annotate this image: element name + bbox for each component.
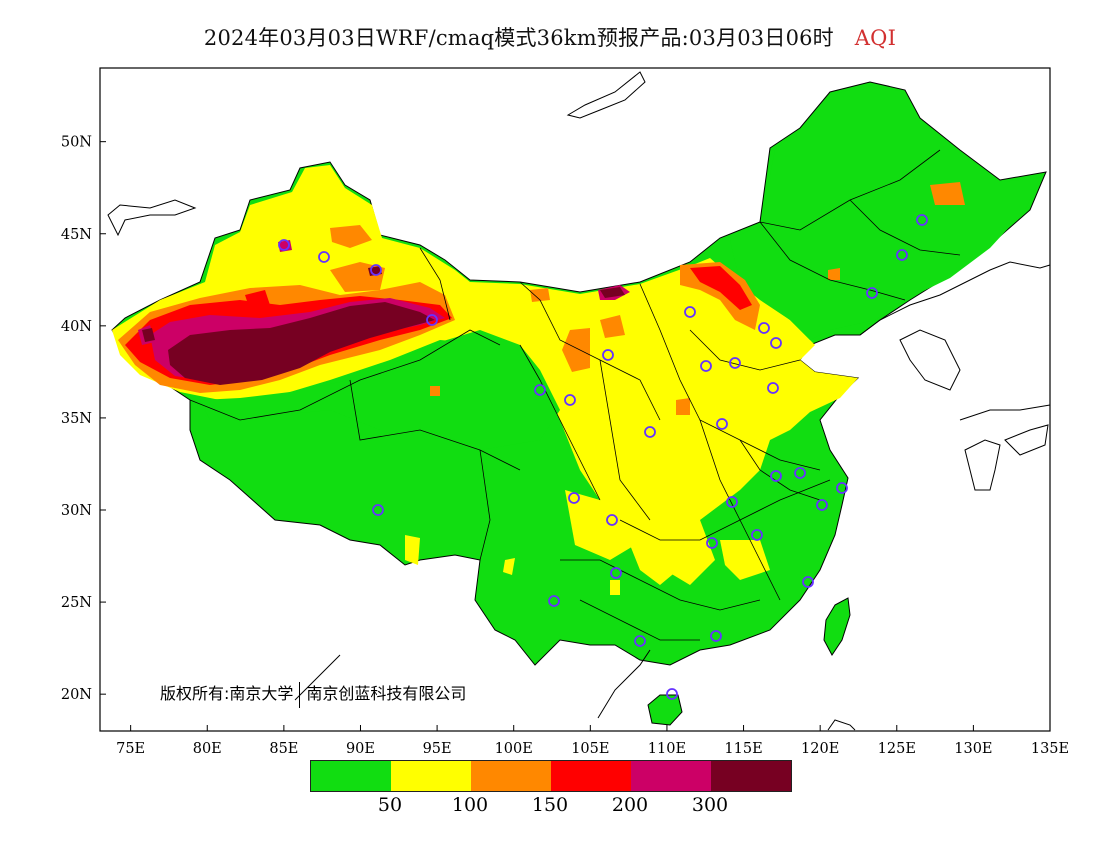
legend-swatch	[631, 761, 711, 791]
lat-tick-label: 40N	[61, 319, 92, 335]
plot-frame	[99, 67, 1051, 732]
lat-tick-label: 50N	[61, 135, 92, 151]
lat-tick-label: 45N	[61, 227, 92, 243]
lon-tick-label: 95E	[423, 741, 452, 757]
copyright-company: 南京创蓝科技有限公司	[306, 684, 467, 703]
lat-tick-label: 20N	[61, 687, 92, 703]
hainan-island	[647, 694, 683, 726]
legend-swatch	[711, 761, 791, 791]
lat-tick-label: 30N	[61, 503, 92, 519]
legend-swatch	[311, 761, 391, 791]
lon-tick-label: 120E	[801, 741, 839, 757]
legend-label: 150	[531, 794, 569, 816]
legend-swatch	[471, 761, 551, 791]
legend-swatch	[391, 761, 471, 791]
lon-tick-label: 125E	[878, 741, 916, 757]
lon-tick-label: 100E	[495, 741, 533, 757]
neighbor-coastlines	[107, 71, 1051, 731]
lon-tick-label: 85E	[269, 741, 298, 757]
taiwan-island	[823, 597, 851, 656]
copyright-notice: 版权所有:南京大学 南京创蓝科技有限公司	[160, 680, 466, 708]
lon-tick-label: 110E	[648, 741, 686, 757]
lat-tick-label: 35N	[61, 411, 92, 427]
lon-tick-label: 135E	[1031, 741, 1069, 757]
lon-tick-label: 130E	[954, 741, 992, 757]
province-boundaries	[189, 149, 961, 641]
map-title: 2024年03月03日WRF/cmaq模式36km预报产品:03月03日06时 …	[0, 22, 1100, 52]
title-text: 2024年03月03日WRF/cmaq模式36km预报产品:03月03日06时	[203, 26, 834, 50]
legend-label: 100	[451, 794, 489, 816]
copyright-separator	[299, 681, 301, 708]
lon-tick-label: 105E	[571, 741, 609, 757]
legend-label: 50	[377, 794, 403, 816]
lon-tick-label: 75E	[116, 741, 145, 757]
longitude-axis: 75E 80E 85E 90E 95E 100E 105E 110E 115E 120E 125E 1…	[116, 725, 1069, 757]
legend-swatch	[551, 761, 631, 791]
legend-label: 200	[611, 794, 649, 816]
copyright-owner: 版权所有:南京大学	[160, 684, 294, 703]
title-variable: AQI	[854, 26, 897, 50]
latitude-axis: 50N 45N 40N 35N 30N 25N 20N	[61, 135, 106, 703]
aqi-green-inner	[200, 85, 1040, 450]
lon-tick-label: 90E	[346, 741, 375, 757]
color-legend	[310, 760, 792, 792]
lon-tick-label: 80E	[193, 741, 222, 757]
legend-label: 300	[691, 794, 729, 816]
lat-tick-label: 25N	[61, 595, 92, 611]
station-markers	[278, 214, 928, 700]
lon-tick-label: 115E	[724, 741, 762, 757]
